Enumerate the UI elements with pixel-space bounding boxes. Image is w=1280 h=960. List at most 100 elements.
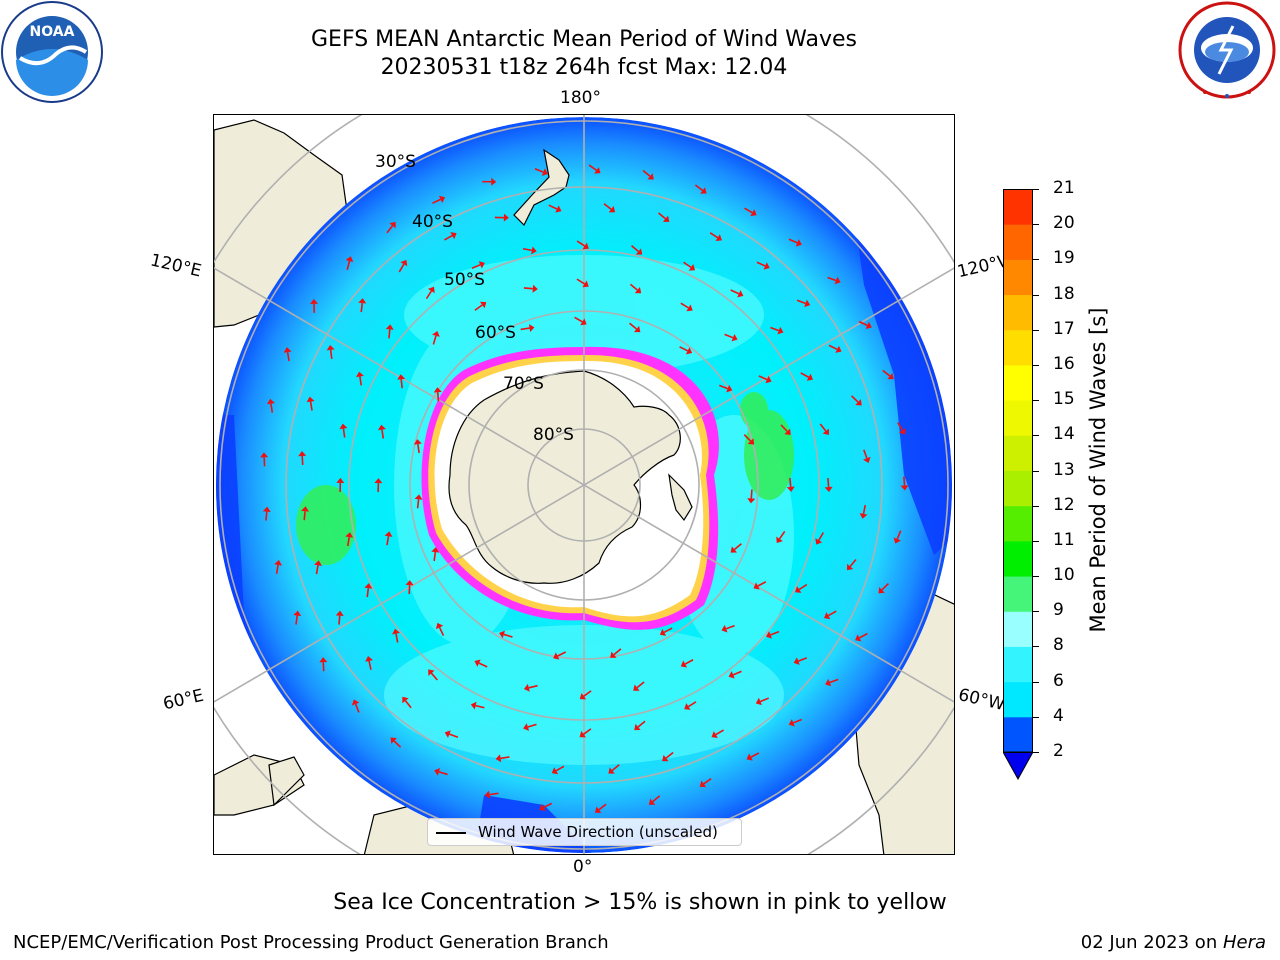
wave-arrow [800, 372, 810, 378]
wave-arrow [903, 476, 906, 486]
wave-arrow-head [747, 438, 755, 445]
colorbar-tick [1033, 224, 1039, 226]
colorbar-tick-label: 10 [1053, 565, 1075, 586]
wave-arrow [303, 511, 306, 521]
wave-arrow-head [355, 371, 364, 378]
wave-arrow-head [898, 428, 906, 435]
wave-arrow-head [358, 298, 367, 304]
legend-line-swatch [436, 832, 466, 834]
colorbar-tick-label: 20 [1053, 213, 1075, 234]
wave-arrow-head [351, 699, 360, 706]
wave-arrow-head [478, 261, 485, 269]
wave-arrow-head [684, 703, 691, 710]
colorbar-tick-label: 4 [1053, 705, 1064, 726]
wave-arrow-head [474, 659, 481, 667]
colorbar-tick-label: 14 [1053, 424, 1075, 445]
wave-arrow [417, 443, 420, 454]
wave-arrow [778, 530, 786, 540]
wave-arrow [576, 278, 585, 285]
wave-arrow [732, 670, 742, 676]
wave-arrow [862, 504, 867, 515]
wave-arrow-head [523, 723, 530, 731]
wave-arrow-head [413, 439, 422, 445]
colorbar-tick [1033, 329, 1039, 331]
wave-arrow [652, 795, 661, 803]
wave-arrow [631, 245, 639, 253]
wave-arrow-head [262, 506, 271, 512]
wave-arrow [523, 287, 533, 290]
wave-arrow [858, 320, 868, 327]
wave-arrow-head [610, 651, 617, 658]
wave-arrow-head [433, 387, 442, 393]
wave-arrow-head [634, 325, 641, 333]
wave-arrow [694, 184, 704, 192]
wave-arrow [683, 261, 692, 269]
wave-arrow [588, 164, 597, 171]
sea-ice-note: Sea Ice Concentration > 15% is shown in … [333, 890, 947, 915]
colorbar-tick-label: 8 [1053, 635, 1064, 656]
wave-arrow-head [688, 264, 696, 271]
wave-arrow [346, 260, 351, 270]
wave-arrow-head [374, 478, 383, 484]
wave-arrow [827, 276, 837, 282]
colorbar-tick [1033, 576, 1039, 578]
colorbar-tick [1033, 752, 1039, 753]
wave-arrow-head [400, 259, 408, 267]
wave-arrow [527, 723, 537, 728]
wave-arrow-head [389, 221, 396, 229]
wave-arrow [471, 264, 481, 269]
wave-arrow [715, 729, 725, 736]
colorbar-tick-label: 18 [1053, 283, 1075, 304]
wave-arrow-head [582, 242, 589, 250]
chart-title: GEFS MEAN Antarctic Mean Period of Wind … [311, 27, 857, 52]
noaa-logo: NOAA [1, 1, 103, 103]
wave-arrow [796, 299, 806, 305]
wave-arrow [827, 610, 837, 617]
wave-arrow-head [397, 374, 406, 380]
wave-arrow [388, 329, 391, 339]
wave-arrow-head [686, 304, 693, 312]
wave-arrow-head [470, 701, 477, 710]
wave-arrow [636, 681, 645, 689]
wave-arrow-head [865, 321, 872, 330]
wave-arrow-head [700, 187, 707, 194]
colorbar-tick-label: 19 [1053, 248, 1075, 269]
wave-arrow-head [763, 262, 770, 270]
wave-arrow [750, 489, 753, 499]
wave-arrow-head [582, 280, 589, 288]
colorbar-bin [1003, 576, 1033, 612]
colorbar-bin [1003, 716, 1033, 753]
wave-arrow-head [499, 630, 505, 639]
wave-arrow [425, 290, 432, 300]
wave-arrow [576, 240, 586, 247]
wave-arrow-head [731, 333, 738, 342]
wave-arrow [386, 225, 394, 234]
wave-arrow [404, 700, 412, 709]
wave-arrow [265, 511, 268, 521]
wave-arrow-head [528, 324, 535, 333]
wave-arrow-head [260, 452, 269, 458]
wave-arrow [416, 499, 420, 509]
wave-arrow [386, 536, 390, 546]
wave-arrow [828, 344, 838, 351]
colorbar-tick-label: 12 [1053, 494, 1075, 515]
wave-arrow-head [326, 344, 335, 351]
wave-arrow [478, 662, 488, 668]
wave-arrow [629, 283, 638, 291]
wave-arrow [555, 765, 565, 772]
wave-arrow [603, 203, 612, 210]
colorbar-bin [1003, 364, 1033, 401]
wave-arrow [543, 802, 553, 809]
wave-arrow-head [777, 326, 784, 335]
wave-arrow [354, 703, 360, 713]
wave-arrow-head [893, 537, 901, 544]
wave-arrow [829, 678, 839, 684]
wave-arrow-head [715, 234, 722, 242]
colorbar-tick-label: 9 [1053, 600, 1064, 621]
footer-credit: NCEP/EMC/Verification Post Processing Pr… [13, 932, 609, 953]
footer-date-text: 02 Jun 2023 on [1080, 932, 1223, 953]
wave-arrow [859, 632, 868, 639]
wave-arrow-head [555, 205, 562, 213]
wave-arrow-head [392, 628, 400, 635]
wave-arrow-head [405, 580, 414, 586]
